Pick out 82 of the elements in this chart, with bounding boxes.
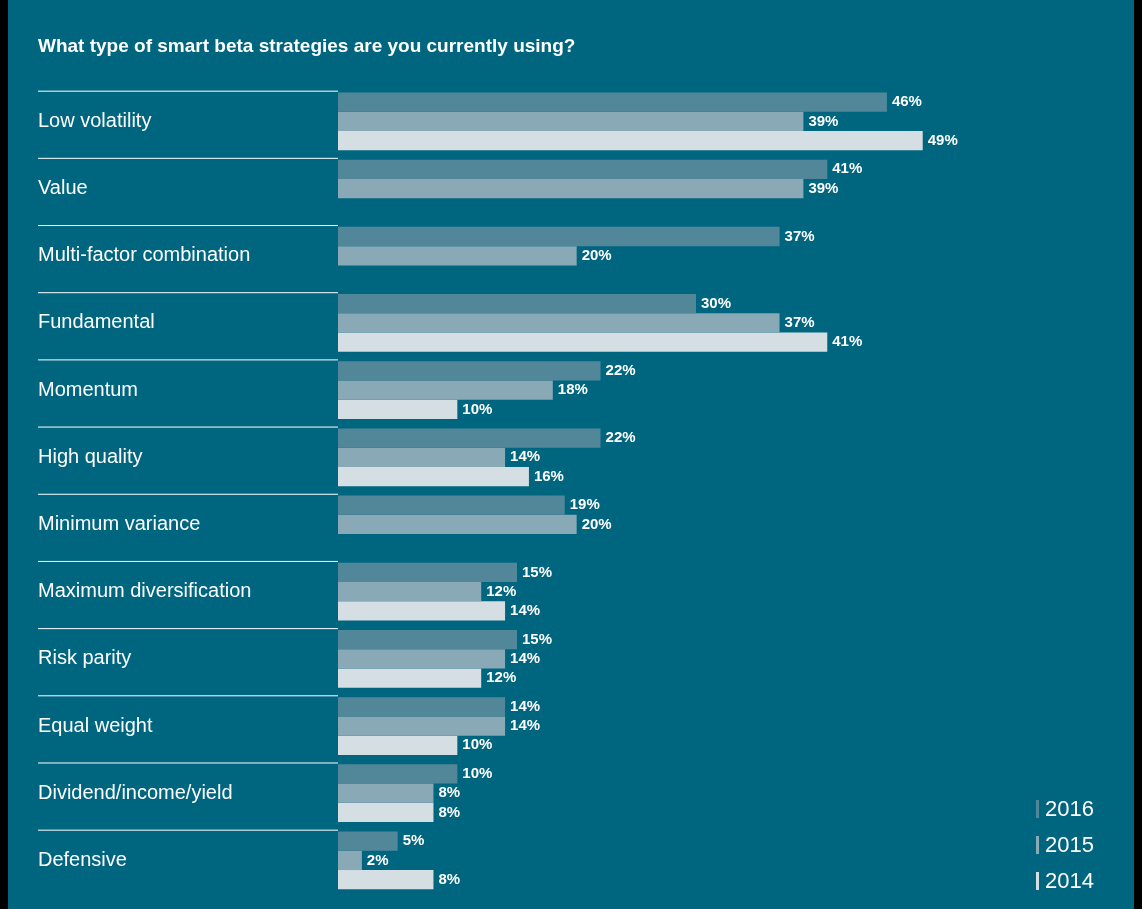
bar	[338, 668, 482, 688]
bar	[338, 735, 458, 755]
data-label: 15%	[522, 629, 553, 647]
data-label: 14%	[510, 447, 541, 465]
bar	[338, 802, 434, 823]
bar	[338, 313, 780, 333]
bar	[338, 514, 577, 535]
data-label: 10%	[462, 735, 493, 753]
data-label: 39%	[808, 111, 839, 129]
bar	[338, 159, 828, 179]
data-label: 8%	[438, 802, 461, 820]
data-label: 22%	[605, 428, 636, 446]
data-label: 8%	[438, 869, 461, 887]
y-tick-label: Maximum diversification	[38, 579, 252, 602]
data-label: 14%	[510, 649, 541, 666]
data-label: 19%	[569, 495, 600, 513]
chart-title: What type of smart beta strategies are you currently using?	[38, 34, 576, 56]
y-tick-label: High quality	[38, 444, 143, 467]
bar	[338, 649, 506, 669]
y-tick-label: Fundamental	[38, 310, 155, 333]
y-tick-label: Minimum variance	[38, 512, 201, 535]
bar	[338, 294, 696, 314]
data-label: 22%	[605, 361, 636, 379]
bar	[338, 831, 398, 851]
bar	[338, 178, 804, 199]
data-label: 8%	[438, 783, 461, 801]
legend-label: 2016	[1045, 796, 1094, 821]
data-label: 37%	[784, 226, 815, 244]
data-label: 20%	[581, 514, 612, 532]
y-tick-label: Multi-factor combination	[38, 243, 251, 266]
bar	[338, 399, 458, 420]
data-label: 12%	[486, 581, 517, 599]
bar	[338, 764, 458, 784]
legend-label: 2014	[1045, 868, 1094, 893]
data-label: 14%	[510, 601, 541, 619]
bar	[338, 870, 434, 890]
y-tick-label: Momentum	[38, 377, 139, 400]
data-label: 12%	[486, 668, 517, 686]
bar	[338, 380, 553, 400]
bar	[338, 428, 601, 448]
data-label: 18%	[557, 380, 588, 398]
y-tick-label: Low volatility	[38, 108, 152, 131]
y-tick-label: Risk parity	[38, 646, 132, 669]
data-label: 15%	[522, 562, 553, 580]
bar	[338, 629, 517, 650]
bar	[338, 131, 923, 151]
data-label: 10%	[462, 399, 493, 417]
data-label: 46%	[891, 92, 922, 110]
bar	[338, 92, 887, 112]
bar	[338, 361, 601, 381]
data-label: 41%	[832, 332, 863, 350]
data-label: 30%	[701, 293, 732, 311]
data-label: 14%	[510, 696, 541, 714]
bar	[338, 582, 482, 602]
data-label: 37%	[784, 313, 815, 331]
data-label: 2%	[366, 850, 389, 868]
bar	[338, 495, 565, 515]
bar	[338, 447, 506, 467]
bar	[338, 466, 529, 487]
data-label: 16%	[533, 466, 564, 484]
bar	[338, 601, 506, 621]
y-tick-label: Value	[38, 176, 88, 199]
bar	[338, 226, 780, 247]
bar	[338, 562, 517, 583]
data-label: 20%	[581, 245, 612, 263]
bar	[338, 716, 506, 736]
y-tick-label: Equal weight	[38, 713, 153, 736]
bar	[338, 246, 577, 266]
bar	[338, 783, 434, 803]
legend-label: 2015	[1045, 832, 1094, 857]
data-label: 39%	[808, 178, 839, 196]
data-label: 5%	[402, 831, 425, 849]
data-label: 10%	[462, 764, 493, 782]
bar	[338, 332, 828, 352]
data-label: 41%	[832, 159, 863, 177]
bar	[338, 111, 804, 132]
bar	[338, 850, 362, 871]
y-tick-label: Dividend/income/yield	[38, 780, 233, 803]
y-tick-label: Defensive	[38, 847, 127, 870]
data-label: 49%	[927, 130, 958, 148]
data-label: 14%	[510, 716, 541, 734]
bar	[338, 697, 506, 717]
